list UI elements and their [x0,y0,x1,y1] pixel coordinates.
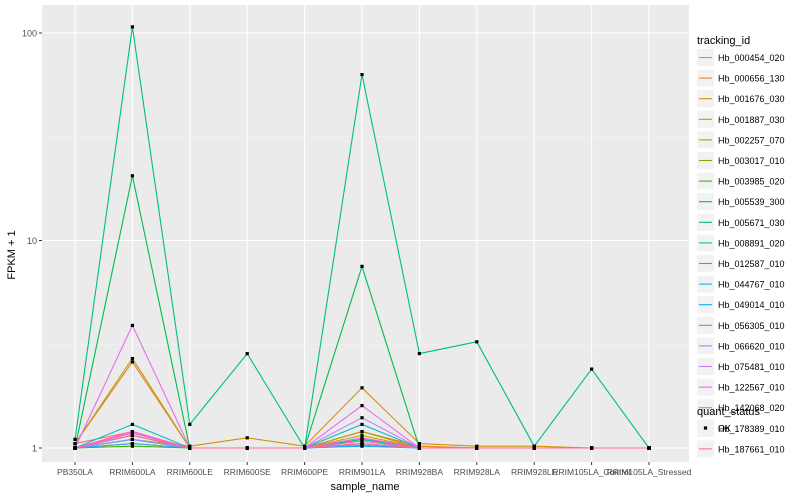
x-tick-label: RRIM901LA [339,467,386,477]
data-point [73,437,77,441]
y-tick-label: 10 [27,236,37,246]
legend-label: Hb_178389_010 [718,424,785,434]
data-point [417,352,421,356]
data-point [130,437,134,441]
data-point [360,439,364,443]
data-point [360,430,364,434]
data-point [417,446,421,450]
data-point [590,446,594,450]
data-point [532,446,536,450]
legend-label: Hb_122567_010 [718,383,785,393]
data-point [360,416,364,420]
data-point [245,436,249,440]
x-tick-label: RRIM928LA [454,467,501,477]
data-point [130,360,134,364]
legend-label: Hb_000454_020 [718,53,785,63]
legend-label: Hb_005671_030 [718,218,785,228]
data-point [360,422,364,426]
data-point [130,444,134,448]
y-axis: 1 10 100 [22,29,42,454]
legend-label: Hb_056305_010 [718,321,785,331]
x-tick-label: RRIM105LA_Stressed [607,467,692,477]
legend-title: tracking_id [697,35,750,47]
legend-label: Hb_142068_020 [718,403,785,413]
legend-label: Hb_187661_010 [718,444,785,454]
data-point [475,446,479,450]
x-axis: PB350LA RRIM600LA RRIM600LE RRIM600SE RRIM60… [57,462,692,477]
data-point [303,446,307,450]
data-point [360,436,364,440]
legend-label: Hb_075481_010 [718,362,785,372]
x-axis-title: sample_name [330,481,399,493]
color-legend: tracking_id Hb_000454_020 Hb_000656_130 Hb… [697,35,785,458]
legend-label: Hb_008891_020 [718,238,785,248]
y-tick-label: 100 [22,29,37,39]
legend-label: Hb_001887_030 [718,115,785,125]
data-point [475,444,479,448]
x-tick-label: PB350LA [57,467,93,477]
shape-legend-label: OK [718,424,731,434]
data-point [532,444,536,448]
data-point [303,444,307,448]
data-point [130,174,134,178]
data-point [73,442,77,446]
x-tick-label: RRIM928BA [396,467,444,477]
shape-legend-point [703,426,708,430]
data-point [73,446,77,450]
x-tick-label: RRIM600PE [281,467,329,477]
data-points [73,25,651,450]
legend-label: Hb_066620_010 [718,341,785,351]
data-point [590,367,594,371]
legend-label: Hb_000656_130 [718,74,785,84]
legend-label: Hb_044767_010 [718,280,785,290]
data-point [188,444,192,448]
legend-label: Hb_001676_030 [718,94,785,104]
x-tick-label: RRIM600SE [224,467,272,477]
data-point [360,404,364,408]
legend-label: Hb_005539_300 [718,197,785,207]
data-point [188,422,192,426]
data-point [360,433,364,437]
x-tick-label: RRIM600LA [109,467,156,477]
data-point [417,444,421,448]
data-point [360,386,364,390]
data-point [130,433,134,437]
data-point [130,422,134,426]
grid-lines [42,5,689,462]
legend-label: Hb_049014_010 [718,300,785,310]
x-tick-label: RRIM105LA_Control [552,467,631,477]
legend-label: Hb_003017_010 [718,156,785,166]
data-point [245,446,249,450]
data-point [417,442,421,446]
y-axis-title: FPKM + 1 [6,230,18,279]
legend-label: Hb_012587_010 [718,259,785,269]
data-point [360,73,364,77]
data-point [360,442,364,446]
data-point [130,431,134,435]
shape-legend-title: quant_status [697,406,760,418]
y-tick-label: 1 [32,444,37,454]
data-point [360,264,364,268]
data-point [130,323,134,327]
x-tick-label: RRIM928LE [511,467,558,477]
data-point [130,25,134,29]
x-tick-label: RRIM600LE [167,467,214,477]
legend-label: Hb_002257_070 [718,135,785,145]
data-point [245,352,249,356]
data-point [130,442,134,446]
data-point [475,340,479,344]
data-point [360,443,364,447]
legend-label: Hb_003985_020 [718,177,785,187]
data-point [647,446,651,450]
data-point [130,356,134,361]
data-point [188,446,192,450]
shape-legend: quant_status OK [697,406,760,437]
